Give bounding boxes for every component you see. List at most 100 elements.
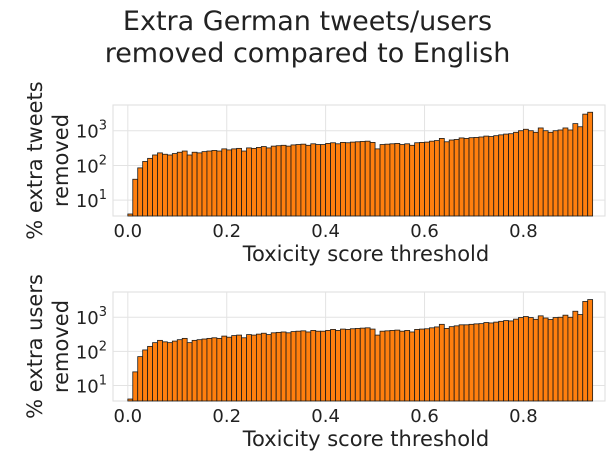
- users-histogram-bar: [527, 317, 534, 402]
- users-histogram-bar: [265, 334, 272, 402]
- users-histogram-bar: [166, 342, 173, 402]
- users-histogram-bar: [488, 322, 495, 402]
- users-y-axis-label: % extra usersremoved: [23, 274, 73, 419]
- users-histogram-bar: [537, 315, 544, 402]
- tweets-histogram-bar: [196, 152, 203, 217]
- tweets-histogram-bar: [305, 144, 312, 217]
- users-histogram-bar: [468, 323, 475, 402]
- tweets-histogram-bar: [290, 144, 297, 217]
- users-histogram-bar: [211, 337, 218, 402]
- tweets-histogram-bar: [443, 141, 450, 217]
- users-histogram-bar: [132, 371, 139, 402]
- tweets-histogram-bar: [537, 127, 544, 217]
- tweets-histogram-bar: [513, 131, 519, 217]
- users-histogram-bar: [399, 330, 406, 402]
- users-x-tick-label: 0.0: [114, 406, 143, 427]
- users-histogram-bar: [443, 328, 450, 402]
- tweets-histogram-bar: [532, 131, 539, 217]
- tweets-histogram-bar: [419, 142, 425, 217]
- tweets-histogram-bar: [325, 143, 331, 217]
- tweets-histogram-bar: [241, 150, 247, 217]
- users-histogram-bar: [513, 318, 519, 402]
- tweets-histogram-bar: [206, 150, 213, 217]
- tweets-histogram-bar: [246, 147, 252, 217]
- tweets-x-tick-label: 0.8: [509, 221, 538, 242]
- tweets-histogram-bar: [260, 146, 267, 217]
- users-histogram-bar: [483, 322, 490, 402]
- users-histogram-bar: [448, 326, 455, 402]
- users-histogram-bar: [458, 324, 465, 402]
- tweets-x-axis-label: Toxicity score threshold: [242, 242, 489, 266]
- users-panel: 0.0 0.2 0.4 0.6 0.8 101 102 103 Toxicity score t…: [23, 274, 606, 451]
- users-histogram-bar: [221, 335, 228, 402]
- users-histogram-bar: [419, 328, 425, 402]
- users-histogram-bar: [260, 332, 267, 402]
- tweets-histogram-bar: [567, 129, 574, 217]
- users-histogram-bar: [344, 329, 351, 402]
- tweets-histogram-bar: [137, 167, 144, 217]
- tweets-histogram-bar: [468, 137, 475, 217]
- users-histogram-bar: [562, 314, 569, 402]
- tweets-y-tick-label: 102: [76, 153, 107, 177]
- users-histogram-bar: [572, 310, 579, 402]
- tweets-histogram-bar: [448, 139, 455, 217]
- tweets-histogram-bar: [359, 141, 366, 217]
- users-histogram-bar: [280, 331, 287, 402]
- tweets-histogram-bar: [211, 150, 218, 217]
- tweets-x-tick-label: 0.2: [212, 221, 241, 242]
- tweets-histogram-bar: [503, 133, 509, 217]
- tweets-histogram-bar: [231, 148, 238, 217]
- tweets-histogram-bar: [280, 144, 287, 217]
- tweets-x-tick-label: 0.6: [410, 221, 439, 242]
- users-histogram-bar: [404, 330, 411, 402]
- users-histogram-bar: [206, 337, 213, 402]
- tweets-x-tick-label: 0.0: [114, 221, 143, 242]
- tweets-histogram-bar: [463, 138, 470, 217]
- tweets-histogram-bar: [394, 143, 401, 217]
- users-histogram-bar: [127, 398, 134, 402]
- users-histogram-bar: [587, 299, 594, 402]
- tweets-histogram-bar: [349, 141, 356, 217]
- users-histogram-bar: [508, 320, 514, 402]
- users-histogram-bar: [369, 328, 376, 402]
- users-histogram-bar: [295, 330, 302, 402]
- users-histogram-bar: [429, 327, 435, 402]
- users-histogram-bar: [176, 339, 183, 402]
- tweets-x-tick-label: 0.4: [311, 221, 340, 242]
- users-y-tick-label: 101: [76, 373, 107, 397]
- users-histogram-bar: [453, 325, 460, 402]
- tweets-histogram-bar: [221, 148, 228, 217]
- tweets-histogram-bar: [255, 147, 262, 217]
- users-histogram-bar: [394, 329, 401, 402]
- users-histogram-bar: [478, 323, 485, 402]
- tweets-histogram-bar: [265, 147, 272, 217]
- tweets-panel: 0.0 0.2 0.4 0.6 0.8 101 102 103 Toxicity score t…: [23, 81, 606, 266]
- users-histogram-bar: [335, 330, 341, 402]
- users-histogram-bar: [201, 338, 208, 402]
- tweets-histogram-bar: [181, 150, 188, 217]
- users-histogram-bar: [547, 319, 554, 402]
- users-histogram-bar: [285, 332, 292, 402]
- tweets-histogram-bar: [364, 140, 371, 217]
- users-histogram-bar: [354, 328, 361, 402]
- users-histogram-bar: [157, 339, 163, 402]
- users-histogram-bar: [152, 342, 158, 402]
- tweets-histogram-bar: [404, 143, 411, 217]
- users-histogram-bar: [300, 330, 307, 402]
- tweets-histogram-bar: [166, 154, 173, 217]
- users-histogram-bar: [305, 331, 312, 402]
- users-histogram-bar: [255, 333, 262, 402]
- tweets-histogram-bar: [542, 130, 549, 217]
- tweets-histogram-bar: [523, 128, 529, 217]
- users-histogram-bar: [359, 327, 366, 402]
- users-histogram-bar: [384, 330, 391, 402]
- chart-title: Extra German tweets/users removed compar…: [0, 6, 615, 70]
- tweets-histogram-bar: [340, 142, 346, 217]
- chart-title-line-1: Extra German tweets/users: [122, 6, 493, 37]
- tweets-histogram-bar: [498, 134, 505, 217]
- users-histogram-bar: [498, 320, 505, 402]
- tweets-histogram-bar: [453, 139, 460, 217]
- tweets-histogram-bar: [320, 144, 327, 217]
- tweets-histogram-bar: [335, 143, 341, 217]
- tweets-histogram-bar: [562, 127, 569, 217]
